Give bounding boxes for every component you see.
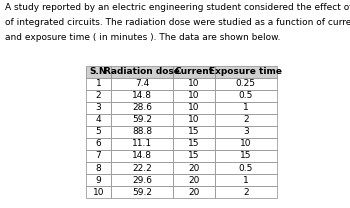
Text: 8: 8 <box>96 163 101 173</box>
Text: 88.8: 88.8 <box>132 127 152 136</box>
Bar <box>215 78 277 90</box>
Text: 20: 20 <box>188 176 199 185</box>
Text: 14.8: 14.8 <box>132 151 152 161</box>
Text: 10: 10 <box>188 115 199 124</box>
Text: and exposure time ( in minutes ). The data are shown below.: and exposure time ( in minutes ). The da… <box>5 33 281 42</box>
Bar <box>173 66 215 78</box>
Text: 10: 10 <box>240 139 251 149</box>
Bar <box>215 186 277 198</box>
Text: 59.2: 59.2 <box>132 188 152 197</box>
Text: 15: 15 <box>240 151 251 161</box>
Bar <box>173 186 215 198</box>
Text: 1: 1 <box>243 176 248 185</box>
Bar <box>173 162 215 174</box>
Bar <box>215 126 277 138</box>
Text: 2: 2 <box>243 115 248 124</box>
Bar <box>173 78 215 90</box>
Bar <box>111 138 173 150</box>
Bar <box>111 78 173 90</box>
Bar <box>86 66 111 78</box>
Bar <box>173 174 215 186</box>
Bar <box>86 174 111 186</box>
Text: 10: 10 <box>188 79 199 88</box>
Bar <box>86 78 111 90</box>
Text: 1: 1 <box>243 103 248 112</box>
Bar <box>86 186 111 198</box>
Bar <box>173 114 215 126</box>
Bar <box>215 174 277 186</box>
Text: 7.4: 7.4 <box>135 79 149 88</box>
Bar <box>86 150 111 162</box>
Text: 22.2: 22.2 <box>132 163 152 173</box>
Bar <box>111 126 173 138</box>
Text: S.N: S.N <box>90 67 107 76</box>
Text: 14.8: 14.8 <box>132 91 152 100</box>
Bar <box>111 162 173 174</box>
Text: 3: 3 <box>96 103 101 112</box>
Bar <box>86 114 111 126</box>
Text: 3: 3 <box>243 127 248 136</box>
Bar <box>86 138 111 150</box>
Bar <box>111 66 173 78</box>
Bar <box>173 138 215 150</box>
Bar <box>111 186 173 198</box>
Bar <box>86 162 111 174</box>
Bar <box>215 162 277 174</box>
Text: 15: 15 <box>188 151 199 161</box>
Bar <box>111 102 173 114</box>
Bar <box>86 126 111 138</box>
Text: 5: 5 <box>96 127 101 136</box>
Bar <box>111 174 173 186</box>
Bar <box>86 102 111 114</box>
Text: 10: 10 <box>188 103 199 112</box>
Bar <box>215 90 277 102</box>
Bar <box>215 114 277 126</box>
Text: Current: Current <box>174 67 214 76</box>
Text: Radiation dose: Radiation dose <box>104 67 180 76</box>
Text: 7: 7 <box>96 151 101 161</box>
Text: of integrated circuits. The radiation dose were studied as a function of current: of integrated circuits. The radiation do… <box>5 18 350 27</box>
Bar <box>111 114 173 126</box>
Bar <box>173 90 215 102</box>
Bar <box>173 150 215 162</box>
Text: 1: 1 <box>96 79 101 88</box>
Text: 28.6: 28.6 <box>132 103 152 112</box>
Bar <box>215 66 277 78</box>
Bar <box>111 90 173 102</box>
Bar <box>215 150 277 162</box>
Text: A study reported by an electric engineering student considered the effect of X-r: A study reported by an electric engineer… <box>5 3 350 12</box>
Bar <box>215 138 277 150</box>
Bar <box>86 90 111 102</box>
Bar <box>215 102 277 114</box>
Text: 59.2: 59.2 <box>132 115 152 124</box>
Text: 15: 15 <box>188 139 199 149</box>
Text: 9: 9 <box>96 176 101 185</box>
Text: 10: 10 <box>93 188 104 197</box>
Text: 20: 20 <box>188 163 199 173</box>
Text: 6: 6 <box>96 139 101 149</box>
Text: 2: 2 <box>243 188 248 197</box>
Text: 20: 20 <box>188 188 199 197</box>
Text: 0.25: 0.25 <box>236 79 256 88</box>
Text: 0.5: 0.5 <box>238 163 253 173</box>
Bar <box>173 126 215 138</box>
Text: 2: 2 <box>96 91 101 100</box>
Text: Exposure time: Exposure time <box>209 67 282 76</box>
Bar <box>173 102 215 114</box>
Text: 0.5: 0.5 <box>238 91 253 100</box>
Text: 11.1: 11.1 <box>132 139 152 149</box>
Text: 4: 4 <box>96 115 101 124</box>
Text: 29.6: 29.6 <box>132 176 152 185</box>
Text: 10: 10 <box>188 91 199 100</box>
Bar <box>111 150 173 162</box>
Text: 15: 15 <box>188 127 199 136</box>
